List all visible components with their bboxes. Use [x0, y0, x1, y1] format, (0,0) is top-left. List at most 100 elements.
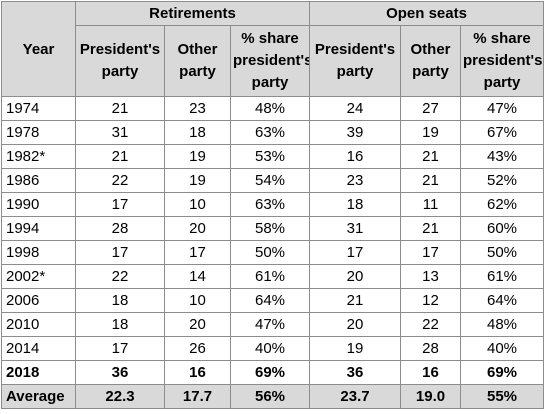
- ret-share-cell: 64%: [229, 288, 311, 313]
- open-other-party-cell: 17: [400, 240, 462, 265]
- year-cell: 1986: [1, 168, 76, 193]
- year-cell: 2018: [1, 360, 76, 385]
- ret-share-cell: 69%: [229, 360, 311, 385]
- open-seats-presidents-party-header: President's party: [309, 25, 402, 97]
- ret-other-party-cell: 10: [164, 192, 231, 217]
- open-other-party-cell: 21: [400, 216, 462, 241]
- open-seats-share-header: % share president's party: [460, 25, 544, 97]
- table-row: 1986 22 19 54% 23 21 52%: [1, 168, 544, 193]
- open-presidents-party-cell: 36: [309, 360, 402, 385]
- average-row: Average 22.3 17.7 56% 23.7 19.0 55%: [1, 384, 544, 409]
- open-other-party-cell: 19.0: [400, 384, 462, 409]
- ret-other-party-cell: 19: [164, 168, 231, 193]
- year-cell: 1990: [1, 192, 76, 217]
- open-other-party-cell: 19: [400, 120, 462, 145]
- open-other-party-cell: 16: [400, 360, 462, 385]
- table-row: 1982* 21 19 53% 16 21 43%: [1, 144, 544, 169]
- open-share-cell: 60%: [460, 216, 544, 241]
- ret-share-cell: 56%: [229, 384, 311, 409]
- ret-share-cell: 54%: [229, 168, 311, 193]
- open-share-cell: 61%: [460, 264, 544, 289]
- ret-presidents-party-cell: 28: [75, 216, 165, 241]
- open-other-party-cell: 28: [400, 336, 462, 361]
- open-seats-other-party-header: Other party: [400, 25, 462, 97]
- open-presidents-party-cell: 20: [309, 312, 402, 337]
- ret-other-party-cell: 26: [164, 336, 231, 361]
- open-other-party-cell: 12: [400, 288, 462, 313]
- table-row: 2018 36 16 69% 36 16 69%: [1, 360, 544, 385]
- ret-presidents-party-cell: 31: [75, 120, 165, 145]
- year-cell: 1998: [1, 240, 76, 265]
- ret-presidents-party-cell: 17: [75, 336, 165, 361]
- open-presidents-party-cell: 24: [309, 96, 402, 121]
- open-presidents-party-cell: 18: [309, 192, 402, 217]
- open-other-party-cell: 13: [400, 264, 462, 289]
- ret-other-party-cell: 10: [164, 288, 231, 313]
- open-share-cell: 52%: [460, 168, 544, 193]
- open-presidents-party-cell: 19: [309, 336, 402, 361]
- ret-other-party-cell: 17.7: [164, 384, 231, 409]
- table-row: 1974 21 23 48% 24 27 47%: [1, 96, 544, 121]
- open-share-cell: 47%: [460, 96, 544, 121]
- open-share-cell: 40%: [460, 336, 544, 361]
- retirements-presidents-party-header: President's party: [75, 25, 165, 97]
- retirements-other-party-header: Other party: [164, 25, 231, 97]
- table-row: 2006 18 10 64% 21 12 64%: [1, 288, 544, 313]
- year-cell: 1978: [1, 120, 76, 145]
- year-header: Year: [1, 1, 76, 97]
- ret-share-cell: 47%: [229, 312, 311, 337]
- open-seats-header: Open seats: [309, 1, 544, 26]
- table-row: 1998 17 17 50% 17 17 50%: [1, 240, 544, 265]
- retirements-share-header: % share president's party: [229, 25, 311, 97]
- open-share-cell: 69%: [460, 360, 544, 385]
- open-share-cell: 55%: [460, 384, 544, 409]
- ret-share-cell: 63%: [229, 120, 311, 145]
- open-other-party-cell: 21: [400, 144, 462, 169]
- open-presidents-party-cell: 17: [309, 240, 402, 265]
- table-row: 1990 17 10 63% 18 11 62%: [1, 192, 544, 217]
- ret-other-party-cell: 20: [164, 312, 231, 337]
- ret-share-cell: 48%: [229, 96, 311, 121]
- open-share-cell: 48%: [460, 312, 544, 337]
- ret-share-cell: 40%: [229, 336, 311, 361]
- open-presidents-party-cell: 31: [309, 216, 402, 241]
- year-cell: 1982*: [1, 144, 76, 169]
- ret-other-party-cell: 23: [164, 96, 231, 121]
- open-other-party-cell: 27: [400, 96, 462, 121]
- open-presidents-party-cell: 23: [309, 168, 402, 193]
- table-row: 1978 31 18 63% 39 19 67%: [1, 120, 544, 145]
- year-cell: 2002*: [1, 264, 76, 289]
- ret-presidents-party-cell: 22: [75, 168, 165, 193]
- ret-other-party-cell: 16: [164, 360, 231, 385]
- ret-presidents-party-cell: 17: [75, 192, 165, 217]
- open-share-cell: 50%: [460, 240, 544, 265]
- open-other-party-cell: 22: [400, 312, 462, 337]
- open-presidents-party-cell: 20: [309, 264, 402, 289]
- ret-presidents-party-cell: 17: [75, 240, 165, 265]
- ret-other-party-cell: 20: [164, 216, 231, 241]
- open-share-cell: 64%: [460, 288, 544, 313]
- ret-presidents-party-cell: 21: [75, 96, 165, 121]
- ret-other-party-cell: 14: [164, 264, 231, 289]
- ret-presidents-party-cell: 22.3: [75, 384, 165, 409]
- ret-other-party-cell: 18: [164, 120, 231, 145]
- open-share-cell: 43%: [460, 144, 544, 169]
- table-row: 2010 18 20 47% 20 22 48%: [1, 312, 544, 337]
- ret-presidents-party-cell: 36: [75, 360, 165, 385]
- year-cell: Average: [1, 384, 76, 409]
- table-row: 2002* 22 14 61% 20 13 61%: [1, 264, 544, 289]
- ret-presidents-party-cell: 21: [75, 144, 165, 169]
- ret-presidents-party-cell: 18: [75, 288, 165, 313]
- ret-share-cell: 61%: [229, 264, 311, 289]
- year-cell: 1994: [1, 216, 76, 241]
- open-share-cell: 62%: [460, 192, 544, 217]
- table-row: 2014 17 26 40% 19 28 40%: [1, 336, 544, 361]
- ret-share-cell: 53%: [229, 144, 311, 169]
- open-share-cell: 67%: [460, 120, 544, 145]
- year-cell: 2014: [1, 336, 76, 361]
- ret-share-cell: 50%: [229, 240, 311, 265]
- ret-share-cell: 58%: [229, 216, 311, 241]
- retirements-header: Retirements: [74, 1, 311, 26]
- table-row: 1994 28 20 58% 31 21 60%: [1, 216, 544, 241]
